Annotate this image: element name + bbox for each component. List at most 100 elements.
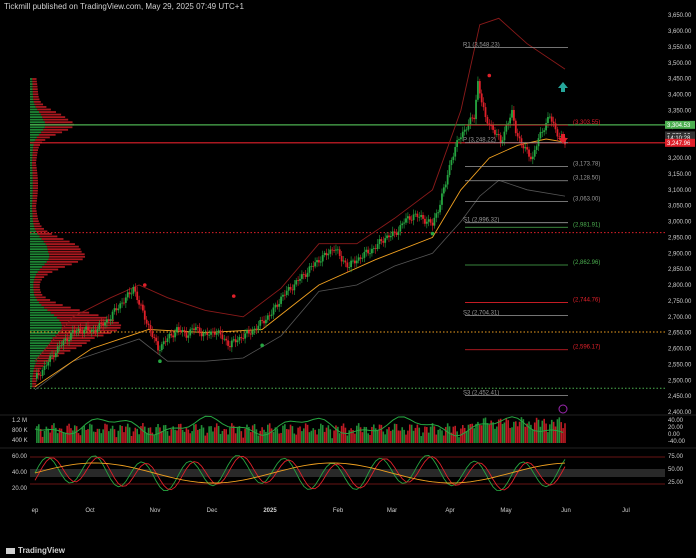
time-axis-label: Mar xyxy=(387,508,397,514)
volume-bar xyxy=(533,422,536,443)
volume-profile-bar-up xyxy=(30,296,36,299)
volume-bar xyxy=(37,424,40,443)
volume-bar xyxy=(526,423,528,443)
volume-profile-bar-down xyxy=(32,192,38,195)
volume-bar xyxy=(43,430,46,443)
volume-bar xyxy=(285,429,288,443)
time-axis-label: Oct xyxy=(85,508,95,514)
candle-body xyxy=(232,339,235,341)
volume-bar xyxy=(549,424,551,443)
pivot-label: (3,128.50) xyxy=(573,176,600,182)
volume-bar xyxy=(185,428,188,443)
volume-bar xyxy=(431,423,434,443)
volume-bar xyxy=(181,429,184,443)
volume-profile-bar-up xyxy=(30,255,50,258)
pivot-label: (2,862.96) xyxy=(573,260,600,266)
candle-body xyxy=(306,272,309,277)
volume-profile-bar-up xyxy=(30,227,35,230)
volume-profile-bar-down xyxy=(32,85,38,88)
volume-bar xyxy=(463,427,466,443)
volume-bar xyxy=(94,431,97,443)
candle-body xyxy=(289,287,292,290)
volume-bar xyxy=(511,427,513,443)
brand-label: TradingView xyxy=(18,546,65,555)
volume-bar xyxy=(416,424,419,443)
volume-bar xyxy=(388,427,390,443)
candle-body xyxy=(219,330,222,335)
candle-body xyxy=(51,355,53,357)
volume-profile-bar-up xyxy=(30,291,34,294)
price-tick-label: 3,350.00 xyxy=(668,108,692,114)
candle-body xyxy=(145,319,148,324)
volume-bar xyxy=(255,429,258,443)
candle-body xyxy=(348,267,351,268)
volume-profile-bar-down xyxy=(41,238,64,240)
volume-bar xyxy=(405,434,407,443)
candle-body xyxy=(255,328,258,330)
volume-profile-bar-down xyxy=(34,276,45,278)
candle-body xyxy=(425,221,428,224)
signal-dot-green xyxy=(158,359,162,364)
candle-body xyxy=(550,116,553,122)
volume-profile-bar-down xyxy=(33,372,39,375)
candle-body xyxy=(399,225,402,232)
volume-profile-bar-up xyxy=(30,288,34,291)
candle-body xyxy=(376,244,379,250)
price-tick-label: 3,150.00 xyxy=(668,172,692,178)
volume-profile-bar-up xyxy=(30,260,47,263)
candle-body xyxy=(507,123,510,126)
volume-bar xyxy=(407,430,409,443)
candle-body xyxy=(437,212,440,214)
price-tick-label: 2,450.00 xyxy=(668,394,692,400)
volume-profile-bar-down xyxy=(32,80,37,83)
price-tick-label: 3,200.00 xyxy=(668,156,692,162)
candle-body xyxy=(121,302,123,304)
candle-body xyxy=(291,289,294,291)
volume-profile-bar-down xyxy=(35,106,47,108)
pivot-label: (2,981.91) xyxy=(573,222,600,228)
candle-body xyxy=(374,248,377,250)
volume-profile-bar-up xyxy=(30,286,34,289)
volume-profile-bar-up xyxy=(30,349,45,352)
candle-body xyxy=(336,249,339,251)
volume-profile-bar-down xyxy=(39,301,56,304)
candle-body xyxy=(251,330,254,335)
volume-tick-right: 0.00 xyxy=(668,432,680,438)
volume-profile-bar-up xyxy=(30,78,33,80)
volume-bar xyxy=(433,426,436,443)
volume-profile-bar-down xyxy=(36,273,48,276)
volume-profile-bar-down xyxy=(37,233,52,235)
volume-bar xyxy=(494,428,496,443)
candle-body xyxy=(365,249,368,252)
time-axis-label: Apr xyxy=(445,508,454,514)
volume-profile-bar-down xyxy=(32,385,37,388)
volume-profile-bar-up xyxy=(30,100,34,103)
volume-bar xyxy=(166,431,169,443)
volume-bar xyxy=(49,432,51,443)
volume-bar xyxy=(274,427,277,443)
candle-body xyxy=(66,338,69,342)
volume-bar xyxy=(246,424,248,443)
volume-bar xyxy=(111,425,114,443)
candle-body xyxy=(344,260,347,263)
volume-profile-bar-down xyxy=(32,90,38,93)
volume-profile-bar-down xyxy=(34,278,42,281)
volume-oscillator-line xyxy=(34,415,564,437)
candle-body xyxy=(181,330,184,333)
volume-bar xyxy=(312,428,315,443)
price-tick-label: 2,600.00 xyxy=(668,347,692,353)
candle-body xyxy=(378,239,381,245)
volume-profile-bar-down xyxy=(43,128,69,131)
volume-profile-bar-up xyxy=(30,192,33,195)
volume-bar xyxy=(314,429,316,443)
candle-body xyxy=(35,372,38,379)
volume-bar xyxy=(232,425,235,443)
candle-body xyxy=(191,328,194,330)
volume-bar xyxy=(435,434,438,443)
time-axis-label: Jul xyxy=(622,508,630,514)
volume-bar xyxy=(77,433,80,443)
candle-body xyxy=(488,123,491,126)
candle-body xyxy=(94,329,97,333)
candle-body xyxy=(124,297,127,303)
candle-body xyxy=(272,307,275,315)
